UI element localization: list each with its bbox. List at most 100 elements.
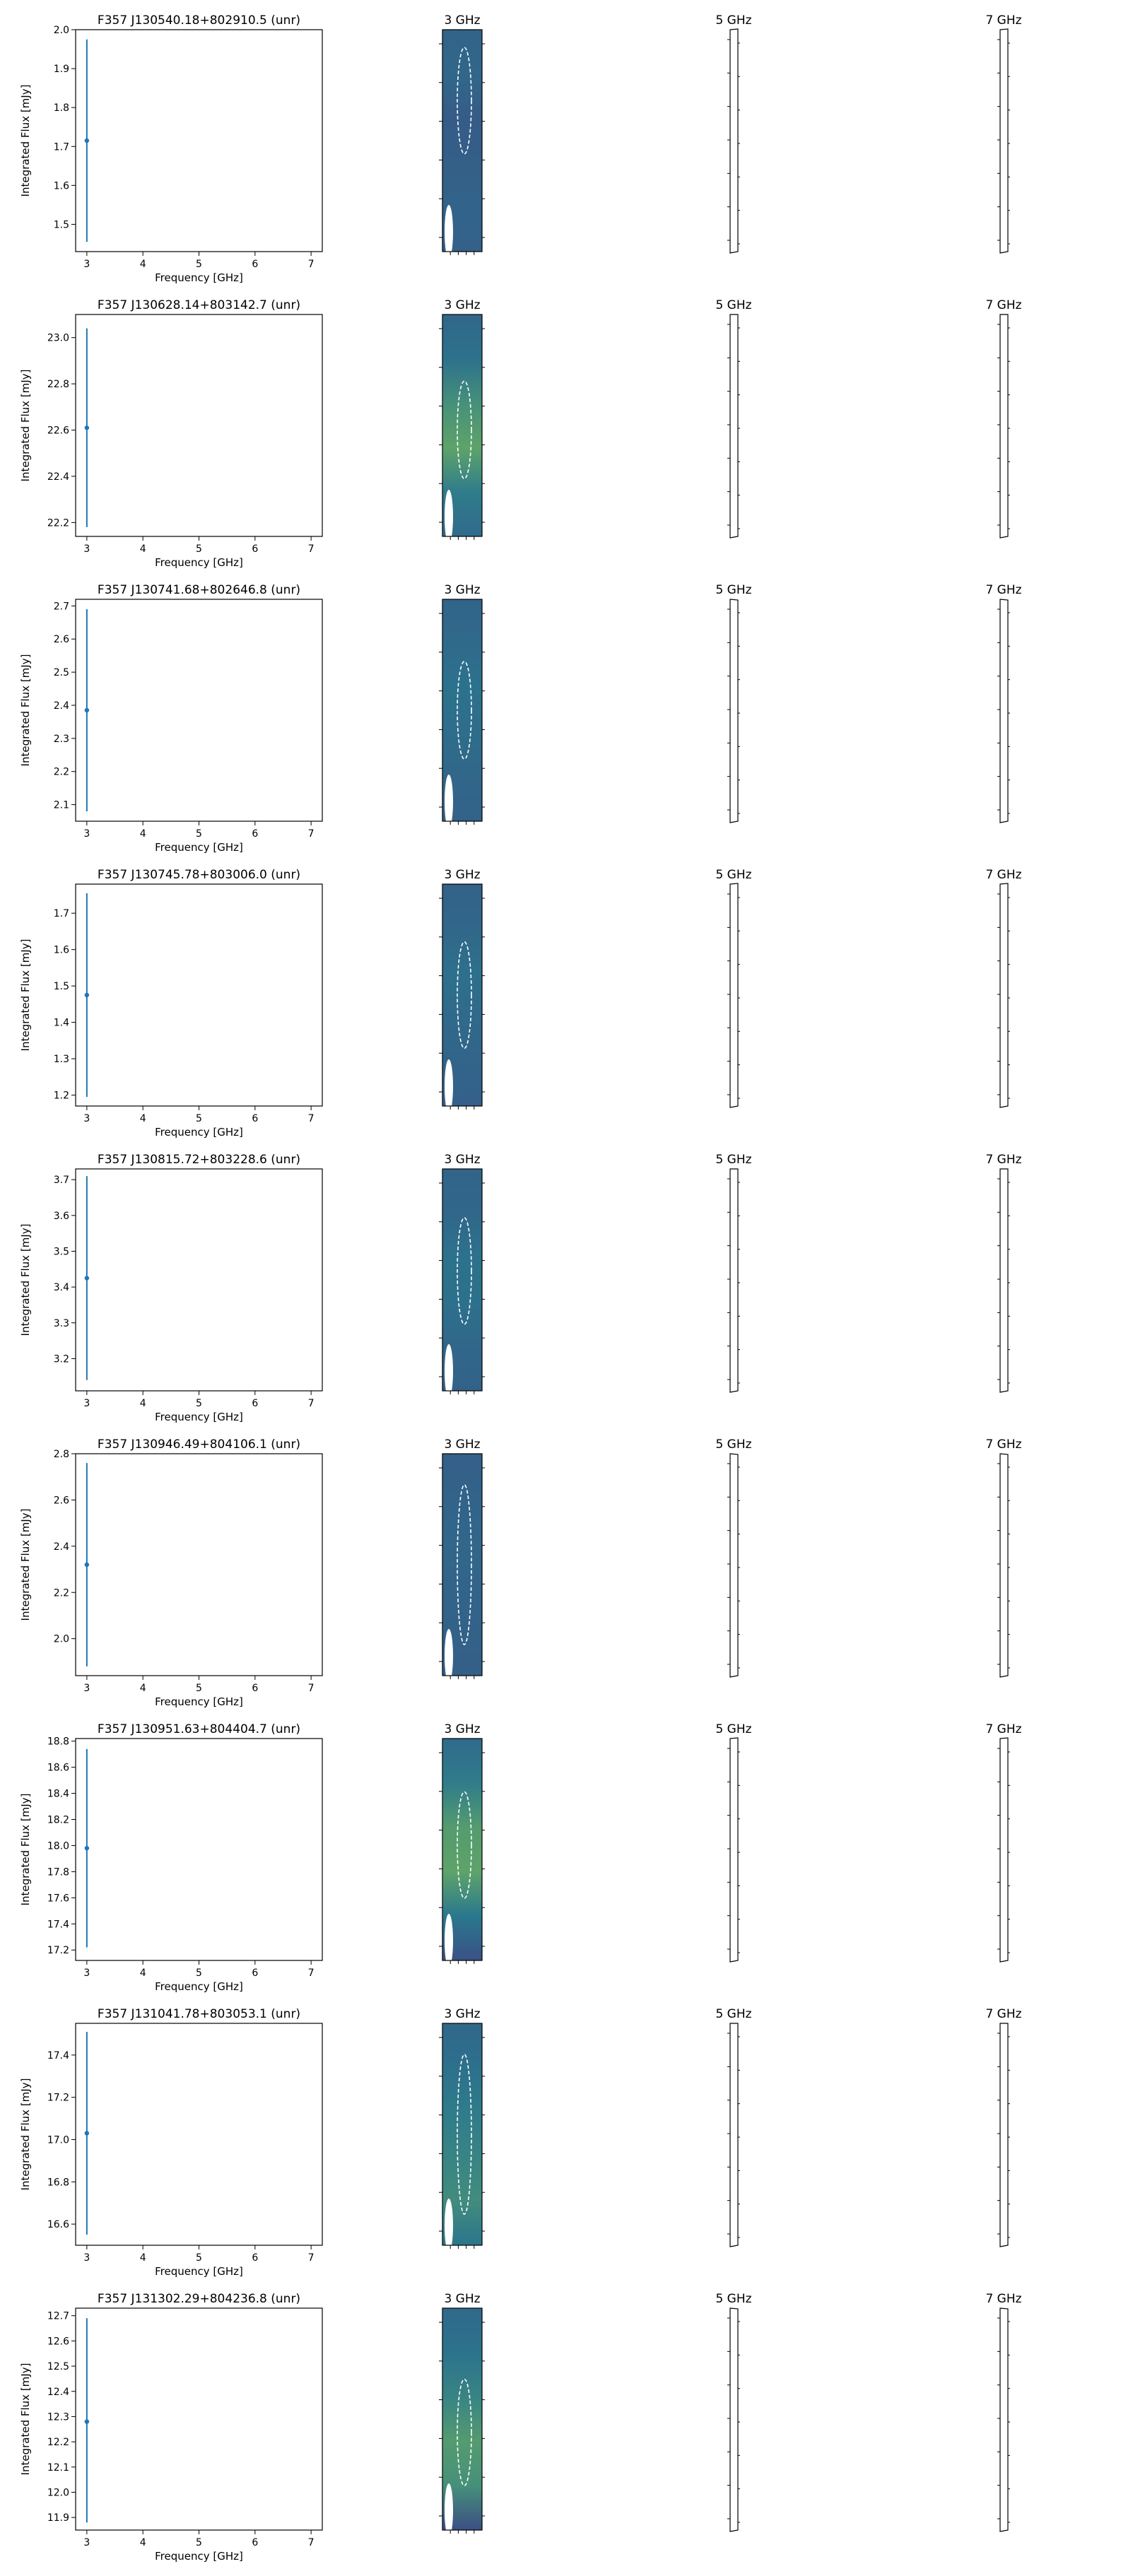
- y-tick-label: 11.9: [47, 2512, 69, 2524]
- map-3ghz: [442, 1739, 482, 1960]
- y-axis-label: Integrated Flux [mJy]: [19, 1794, 32, 1906]
- x-tick-label: 5: [196, 828, 202, 840]
- y-axis-label: Integrated Flux [mJy]: [19, 1509, 32, 1621]
- x-axis-label: Frequency [GHz]: [155, 556, 243, 569]
- data-point: [84, 707, 90, 713]
- x-tick-label: 7: [308, 543, 315, 555]
- y-tick-label: 12.0: [47, 2487, 69, 2498]
- y-tick-label: 2.0: [54, 1634, 69, 1645]
- map-3ghz: [442, 2308, 482, 2530]
- panel-title: F357 J130628.14+803142.7 (unr): [98, 298, 300, 312]
- x-tick-label: 6: [252, 2252, 258, 2264]
- map-title-7ghz: 7 GHz: [985, 1722, 1021, 1736]
- y-axis-label: Integrated Flux [mJy]: [19, 370, 32, 482]
- empty-axes-5ghz: [729, 2307, 739, 2532]
- panel-title: F357 J130540.18+802910.5 (unr): [98, 13, 300, 28]
- panel-title: F357 J130951.63+804404.7 (unr): [98, 1722, 300, 1736]
- x-axis-label: Frequency [GHz]: [155, 1695, 243, 1708]
- x-tick-label: 5: [196, 1113, 202, 1124]
- x-tick-label: 4: [140, 1113, 146, 1124]
- empty-axes-5ghz: [729, 1168, 739, 1393]
- empty-axes-5ghz: [729, 1737, 739, 1963]
- y-tick-label: 1.5: [54, 219, 69, 230]
- y-tick-label: 1.9: [54, 64, 69, 75]
- beam-ellipse: [445, 1059, 453, 1106]
- map-title-7ghz: 7 GHz: [985, 298, 1021, 312]
- source-ellipse: [457, 47, 472, 155]
- x-tick-label: 5: [196, 543, 202, 555]
- panel-row-4: F357 J130745.78+803006.0 (unr) 3 4 5 6 7 1.2 1.…: [19, 868, 1022, 1139]
- x-tick-label: 3: [83, 1968, 90, 1979]
- map-title-5ghz: 5 GHz: [715, 1722, 751, 1736]
- beam-ellipse: [445, 1629, 453, 1676]
- x-tick-label: 7: [308, 2537, 315, 2548]
- map-3ghz: [442, 30, 482, 252]
- x-tick-label: 3: [83, 828, 90, 840]
- map-frame: [442, 1453, 483, 1676]
- y-tick-label: 1.7: [54, 141, 69, 153]
- x-axis-label: Frequency [GHz]: [155, 1980, 243, 1993]
- map-frame: [442, 1738, 483, 1961]
- empty-axes-7ghz: [999, 28, 1009, 254]
- y-tick-label: 12.7: [47, 2311, 69, 2322]
- x-axis-label: Frequency [GHz]: [155, 271, 243, 284]
- beam-ellipse: [445, 775, 453, 821]
- map-title-3ghz: 3 GHz: [444, 1437, 480, 1452]
- y-tick-label: 22.6: [47, 425, 69, 437]
- map-title-5ghz: 5 GHz: [715, 1153, 751, 1167]
- map-title-5ghz: 5 GHz: [715, 868, 751, 882]
- map-title-7ghz: 7 GHz: [985, 2007, 1021, 2021]
- y-tick-label: 3.5: [54, 1246, 69, 1257]
- y-tick-label: 12.5: [47, 2361, 69, 2372]
- map-title-7ghz: 7 GHz: [985, 2292, 1021, 2306]
- empty-axes-7ghz: [999, 1737, 1009, 1963]
- panel-row-5: F357 J130815.72+803228.6 (unr) 3 4 5 6 7 3.2 3.…: [19, 1153, 1022, 1423]
- y-tick-label: 1.6: [54, 945, 69, 956]
- source-ellipse: [457, 380, 472, 480]
- beam-ellipse: [445, 205, 453, 252]
- x-axis-label: Frequency [GHz]: [155, 2550, 243, 2563]
- empty-axes-7ghz: [999, 314, 1009, 539]
- empty-axes-5ghz: [729, 599, 739, 823]
- empty-axes-5ghz: [729, 2023, 739, 2247]
- map-frame: [442, 314, 483, 537]
- x-tick-label: 6: [252, 1968, 258, 1979]
- x-tick-label: 3: [83, 259, 90, 270]
- panel-row-1: F357 J130540.18+802910.5 (unr) 3 4 5 6 7 1.5 1.…: [19, 13, 1022, 284]
- map-title-5ghz: 5 GHz: [715, 298, 751, 312]
- panel-row-9: F357 J131302.29+804236.8 (unr) 3 4 5 6 7 11.9 1…: [19, 2292, 1022, 2563]
- x-tick-label: 3: [83, 1398, 90, 1409]
- y-tick-label: 18.2: [47, 1815, 69, 1826]
- data-point: [84, 2131, 90, 2136]
- map-frame: [442, 883, 483, 1107]
- y-tick-label: 12.6: [47, 2336, 69, 2347]
- y-axis-label: Integrated Flux [mJy]: [19, 85, 32, 197]
- x-tick-label: 5: [196, 259, 202, 270]
- plot-frame: [75, 29, 323, 252]
- map-frame: [442, 599, 483, 822]
- map-frame: [442, 29, 483, 252]
- source-ellipse: [457, 1217, 472, 1325]
- source-ellipse: [457, 2054, 472, 2215]
- beam-ellipse: [445, 490, 453, 536]
- data-point: [84, 1845, 90, 1851]
- panel-row-7: F357 J130951.63+804404.7 (unr) 3 4 5 6 7 17.2 1…: [19, 1722, 1022, 1993]
- data-point: [84, 1562, 90, 1568]
- x-tick-label: 6: [252, 1113, 258, 1124]
- data-point: [84, 992, 90, 998]
- x-tick-label: 7: [308, 1398, 315, 1409]
- y-tick-label: 2.5: [54, 667, 69, 678]
- x-axis-label: Frequency [GHz]: [155, 1411, 243, 1423]
- y-tick-label: 17.2: [47, 2093, 69, 2104]
- x-tick-label: 5: [196, 1683, 202, 1694]
- y-tick-label: 2.6: [54, 634, 69, 645]
- y-axis-label: Integrated Flux [mJy]: [19, 939, 32, 1052]
- x-tick-label: 5: [196, 1398, 202, 1409]
- empty-axes-5ghz: [729, 28, 739, 254]
- x-tick-label: 4: [140, 828, 146, 840]
- map-frame: [442, 1168, 483, 1392]
- data-point: [84, 1276, 90, 1281]
- map-title-5ghz: 5 GHz: [715, 583, 751, 597]
- y-tick-label: 1.8: [54, 102, 69, 114]
